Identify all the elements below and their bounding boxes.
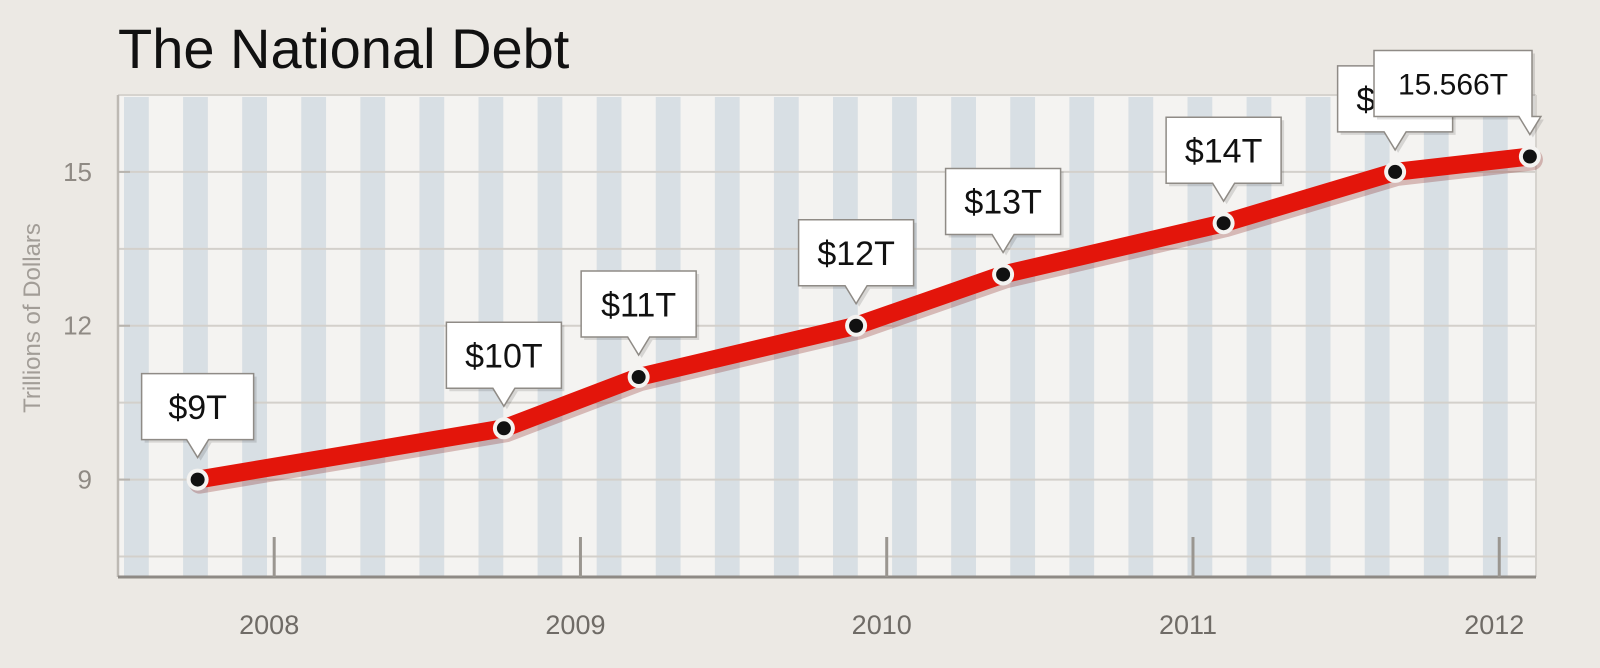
data-label-text: 15.566T (1398, 68, 1508, 101)
background-stripe (1128, 97, 1154, 577)
data-label: $9T (140, 372, 257, 461)
background-stripe (183, 97, 208, 577)
data-point (1216, 216, 1231, 231)
data-label-text: $13T (964, 184, 1042, 222)
data-label: $12T (797, 218, 917, 307)
data-label: 15.566T (1373, 49, 1544, 138)
data-label-box (1165, 116, 1282, 203)
data-label-text: $10T (465, 338, 543, 376)
background-stripe (1305, 97, 1331, 577)
data-label: $10T (445, 321, 565, 410)
data-label: $14T (1165, 116, 1285, 205)
series-line (188, 147, 1543, 494)
x-tick-label: 2012 (1464, 610, 1524, 640)
data-labels: $9T$10T$11T$12T$13T$14T$15T15.566T (140, 49, 1544, 461)
data-label: $11T (580, 270, 700, 359)
background-stripe (892, 97, 917, 577)
y-tick-label: 12 (63, 311, 92, 341)
data-label-box (580, 270, 697, 357)
y-tick-label: 15 (63, 157, 92, 187)
background-stripe (419, 97, 445, 577)
x-tick-label: 2008 (239, 610, 299, 640)
y-axis-label: Trillions of Dollars (19, 223, 46, 413)
background-stripe (124, 97, 149, 577)
data-point (996, 267, 1011, 282)
data-label-text: $14T (1185, 132, 1263, 170)
x-tick-label: 2009 (545, 610, 605, 640)
x-tick-label: 2010 (852, 610, 912, 640)
y-tick-label: 9 (78, 465, 92, 495)
background-stripe (360, 97, 386, 577)
data-point (631, 370, 646, 385)
data-point (849, 318, 864, 333)
data-label-box (445, 321, 563, 408)
background-stripe (1482, 97, 1508, 577)
data-label-text: $12T (817, 235, 895, 273)
data-label-box (1373, 49, 1543, 136)
data-point (1522, 149, 1537, 164)
chart-title: The National Debt (118, 17, 570, 80)
background-stripe (714, 97, 740, 577)
series-line (188, 147, 1539, 489)
data-label-box (944, 167, 1062, 254)
data-label: $13T (944, 167, 1064, 256)
x-tick-label: 2011 (1159, 610, 1217, 640)
data-point (1388, 164, 1403, 179)
data-label-text: $9T (168, 389, 227, 427)
background-stripe (1069, 97, 1095, 577)
axes: 9 12 15 2008 2009 2010 2011 2012 (63, 94, 1537, 640)
data-point (496, 421, 511, 436)
data-points (186, 145, 1541, 491)
background-stripe (301, 97, 327, 577)
background-stripe (242, 97, 267, 577)
data-point (190, 472, 205, 487)
data-label-text: $11T (601, 286, 676, 324)
data-label-box (797, 218, 915, 306)
data-label-box (140, 372, 255, 460)
